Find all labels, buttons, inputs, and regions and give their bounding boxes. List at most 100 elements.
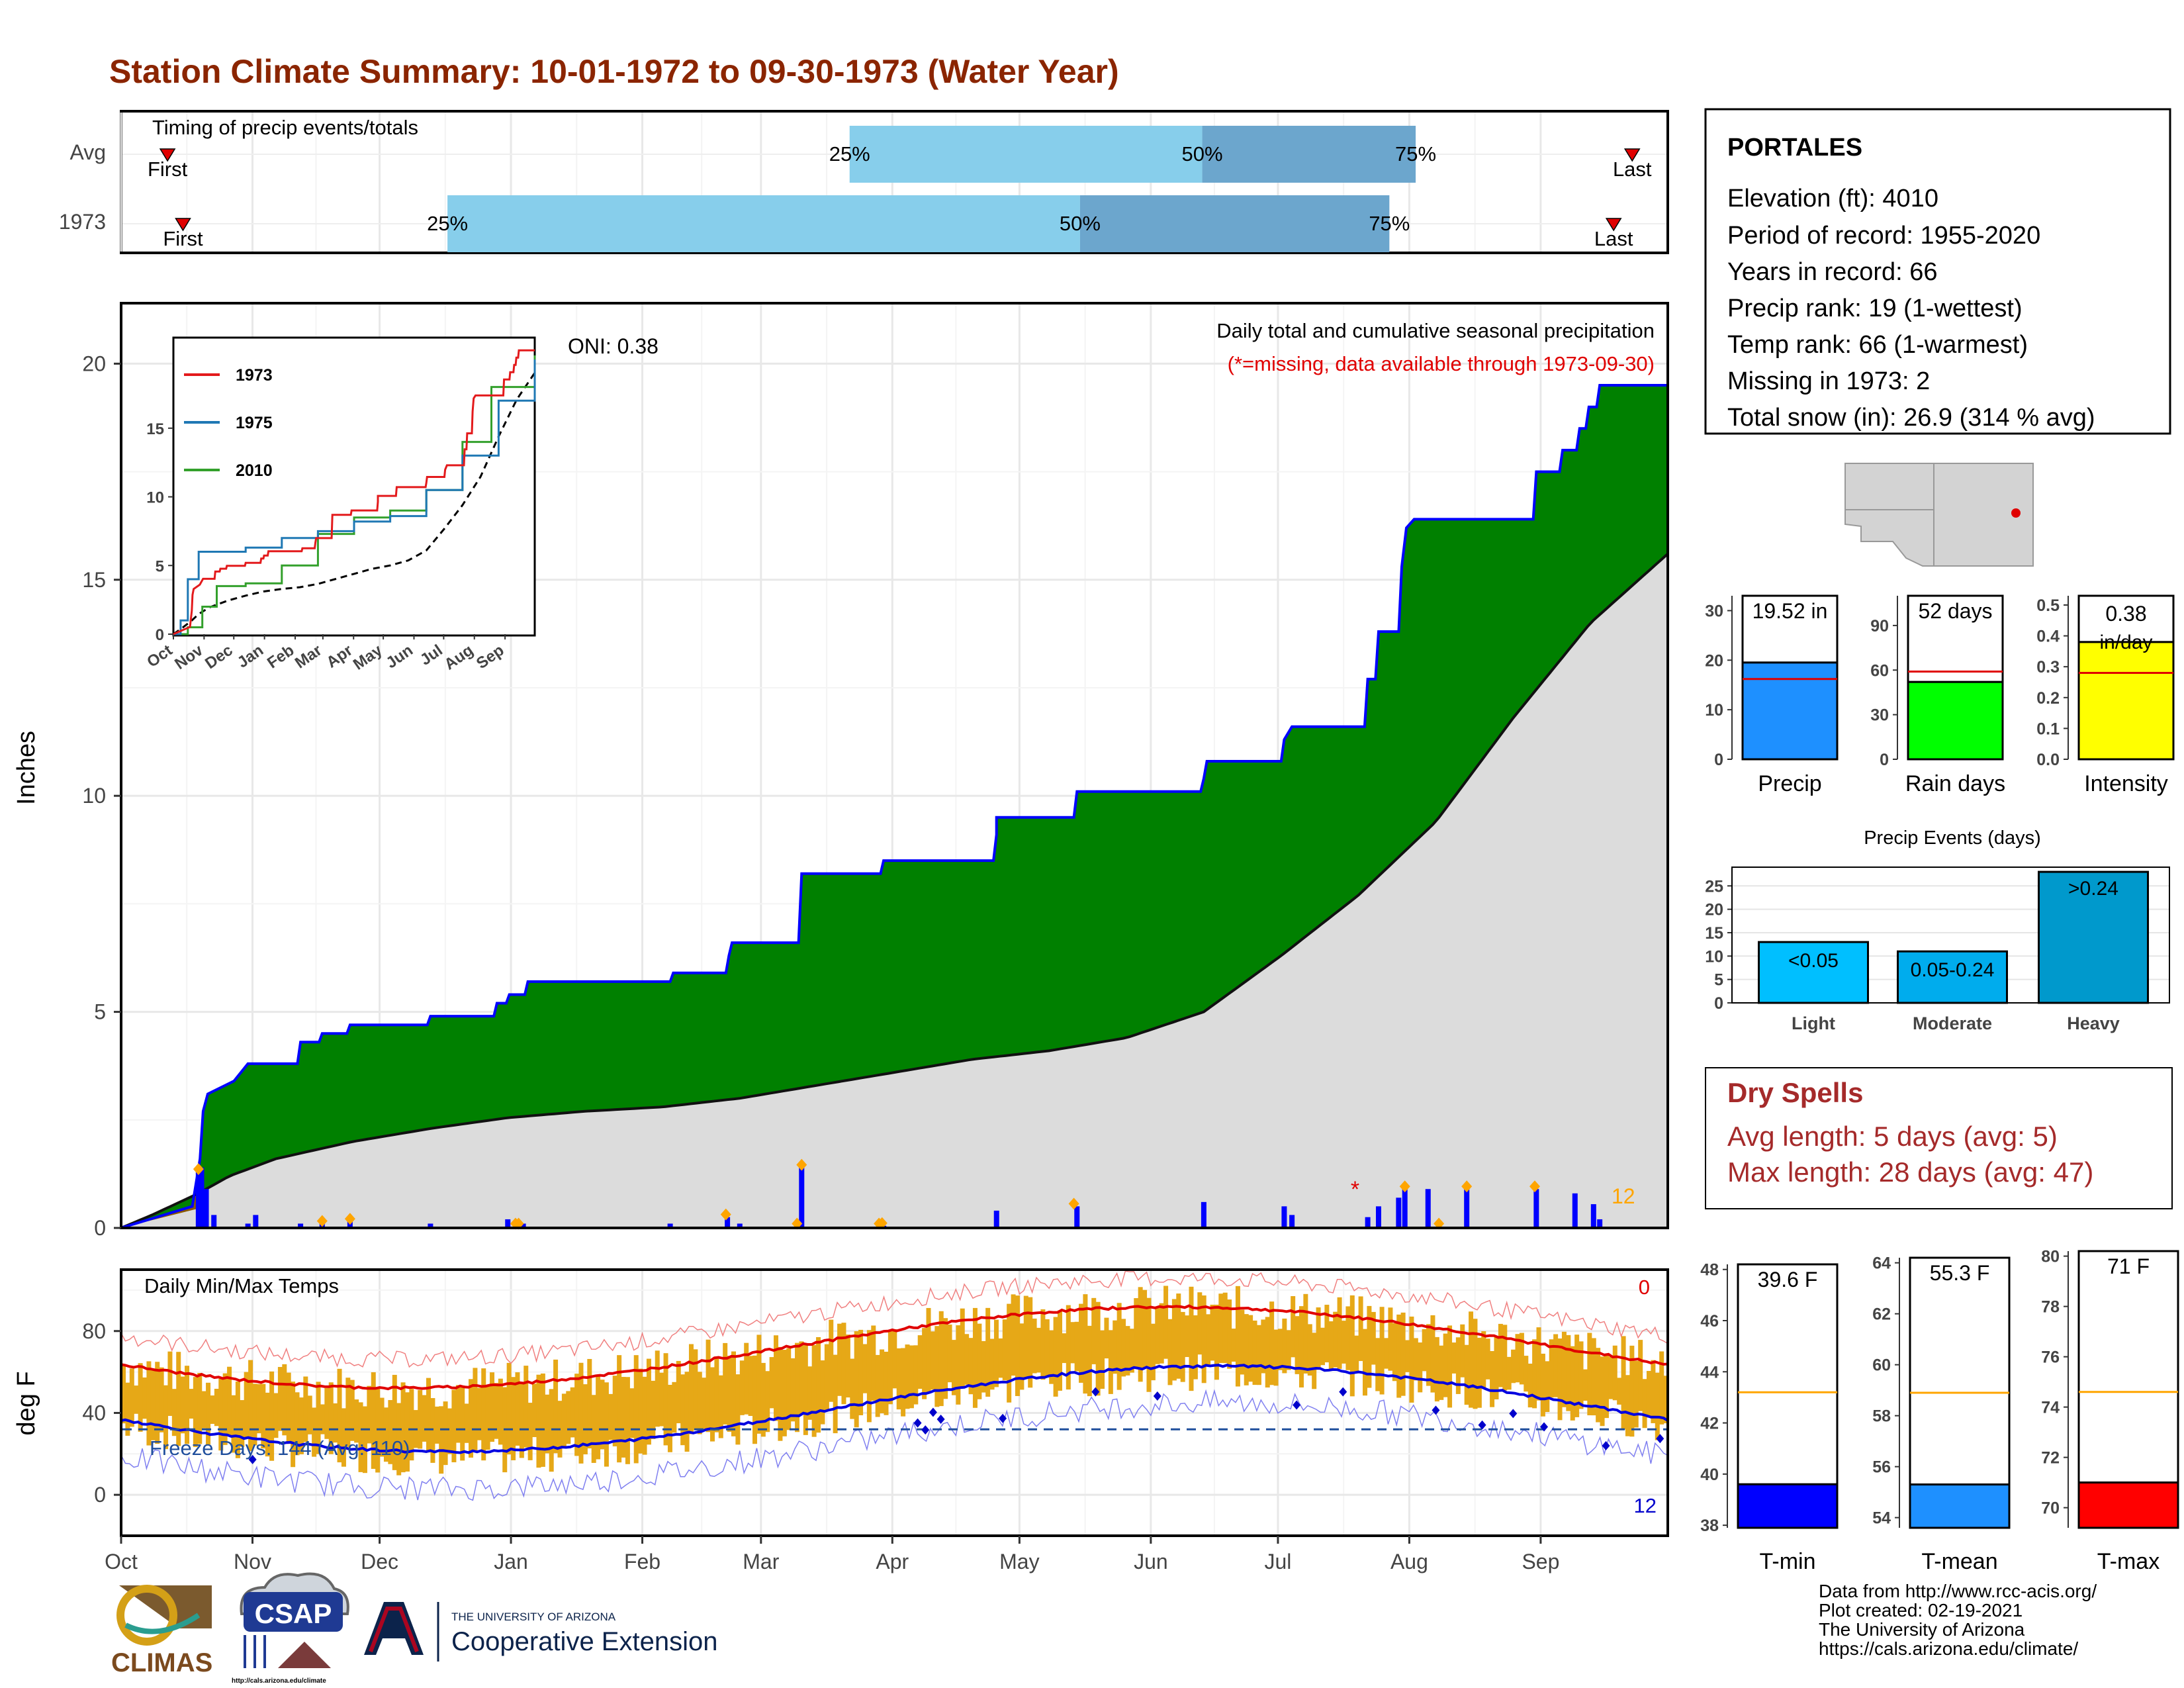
temp-daily-bar: [1566, 1335, 1571, 1411]
temp-daily-bar: [964, 1334, 970, 1385]
temp-daily-bar: [1646, 1371, 1651, 1418]
tmean-panel-category-label: T-mean: [1921, 1549, 1997, 1574]
temp-daily-bar: [1629, 1345, 1635, 1437]
temp-daily-bar: [1527, 1364, 1533, 1408]
precip-events-bar-label: 0.05-0.24: [1911, 959, 1995, 981]
temp-daily-bar: [316, 1382, 321, 1454]
temp-daily-bar: [396, 1403, 402, 1476]
temp-ytick-label: 40: [82, 1401, 106, 1425]
temp-daily-bar: [1163, 1286, 1169, 1359]
temp-daily-bar: [523, 1366, 529, 1448]
temp-daily-bar: [841, 1323, 846, 1405]
temp-daily-bar: [1502, 1325, 1508, 1391]
precip-daily-bar: [195, 1172, 201, 1228]
temp-daily-bar: [121, 1365, 126, 1424]
temp-daily-bar: [1316, 1307, 1321, 1370]
temp-daily-bar: [862, 1344, 868, 1393]
temp-daily-bar: [1341, 1321, 1346, 1364]
temp-daily-bar: [142, 1377, 148, 1419]
temp-daily-bar: [612, 1376, 617, 1446]
temp-daily-bar: [735, 1374, 741, 1445]
tmin-panel-tick-label: 44: [1700, 1363, 1719, 1382]
temp-daily-bar: [769, 1357, 774, 1409]
temp-daily-bar: [744, 1342, 749, 1415]
temp-daily-bar: [1142, 1289, 1148, 1368]
tmean-panel-value-label: 55.3 F: [1930, 1261, 1990, 1285]
temp-daily-bar: [651, 1380, 656, 1439]
temp-daily-bar: [816, 1336, 821, 1433]
timing-panel: 25% 50% 75% First Last 25% 50% 75% First Last Tim…: [59, 110, 1669, 254]
precip-ytick-label: 0: [94, 1216, 106, 1240]
tmean-panel-tick-label: 64: [1872, 1254, 1891, 1273]
timing-bar-50-75: [1202, 126, 1416, 183]
temp-daily-bar: [1591, 1338, 1596, 1416]
precip-total-panel-tick-label: 10: [1705, 701, 1723, 720]
temp-daily-bar: [1261, 1319, 1266, 1374]
temp-daily-bar: [655, 1350, 660, 1427]
temp-daily-bar: [1490, 1351, 1495, 1407]
precip-events-title: Precip Events (days): [1864, 827, 2041, 849]
month-tick-label: Oct: [105, 1550, 138, 1573]
timing-marker: [175, 218, 191, 232]
temp-daily-bar: [972, 1307, 978, 1408]
precip-ytick-label: 15: [82, 568, 106, 592]
temp-daily-bar: [574, 1374, 580, 1456]
temp-daily-bar: [1210, 1304, 1215, 1361]
timing-pct-label: 75%: [1369, 212, 1410, 235]
temp-daily-bar: [829, 1319, 834, 1402]
temp-daily-bar: [451, 1389, 457, 1463]
precip-daily-bar: [428, 1223, 433, 1228]
temp-daily-bar: [1473, 1319, 1478, 1409]
temp-daily-bar: [1447, 1325, 1453, 1408]
temp-daily-bar: [646, 1358, 651, 1445]
inset-line-1975: [173, 359, 536, 635]
temp-daily-bar: [887, 1331, 893, 1405]
missing-marker: *: [1351, 1177, 1359, 1202]
temp-daily-bar: [404, 1392, 410, 1472]
temp-daily-bar: [638, 1368, 643, 1454]
inset-ytick-label: 0: [156, 626, 164, 644]
temp-daily-bar: [1206, 1314, 1211, 1365]
temp-daily-bar: [125, 1382, 130, 1436]
temp-daily-bar: [1388, 1307, 1393, 1371]
ua-logo: THE UNIVERSITY OF ARIZONA Cooperative Ex…: [364, 1602, 717, 1662]
temp-daily-bar: [159, 1367, 164, 1432]
precip-daily-bars: *: [193, 1158, 1603, 1230]
precip-total-panel-bar: [1741, 661, 1839, 761]
temp-daily-bar: [1422, 1329, 1427, 1372]
precip-events-bar-label: <0.05: [1788, 950, 1839, 972]
temp-daily-bar: [1498, 1323, 1503, 1387]
temp-daily-bar: [1519, 1333, 1524, 1385]
temp-daily-bar: [901, 1348, 906, 1417]
precip-flag-marker: [1461, 1180, 1473, 1193]
temp-daily-bar: [667, 1384, 672, 1452]
precip-daily-bar: [1281, 1206, 1287, 1228]
tmax-panel-box: [2077, 1250, 2179, 1484]
timing-marker-label: Last: [1594, 227, 1633, 250]
precip-daily-bar: [1590, 1204, 1596, 1228]
temp-daily-bar: [320, 1404, 325, 1434]
temp-daily-bar: [1011, 1294, 1016, 1376]
timing-pct-label: 25%: [427, 212, 468, 235]
month-tick-label: Mar: [743, 1550, 779, 1573]
temp-daily-bar: [193, 1377, 198, 1447]
temp-daily-bar: [1375, 1338, 1381, 1391]
precip-daily-bar: [1425, 1189, 1431, 1228]
temp-daily-bar: [1015, 1295, 1020, 1396]
temp-daily-bar: [659, 1372, 664, 1427]
temp-daily-bar: [1185, 1315, 1190, 1358]
temp-daily-bar: [1460, 1324, 1465, 1378]
tmin-panel-tick-label: 46: [1700, 1312, 1719, 1331]
temp-daily-bar: [1303, 1293, 1308, 1374]
temp-daily-bar: [138, 1363, 143, 1432]
temp-daily-bar: [1418, 1342, 1423, 1393]
temp-daily-bar: [248, 1360, 253, 1452]
precip-flag-marker: [344, 1213, 355, 1225]
temp-daily-bar: [1134, 1298, 1139, 1368]
ua-line-1: THE UNIVERSITY OF ARIZONA: [451, 1611, 616, 1623]
rain-days-panel-bar: [1907, 680, 2004, 761]
precip-events-category: Light: [1792, 1013, 1835, 1033]
temp-daily-bar: [570, 1387, 575, 1438]
temp-daily-bar: [1193, 1315, 1198, 1380]
